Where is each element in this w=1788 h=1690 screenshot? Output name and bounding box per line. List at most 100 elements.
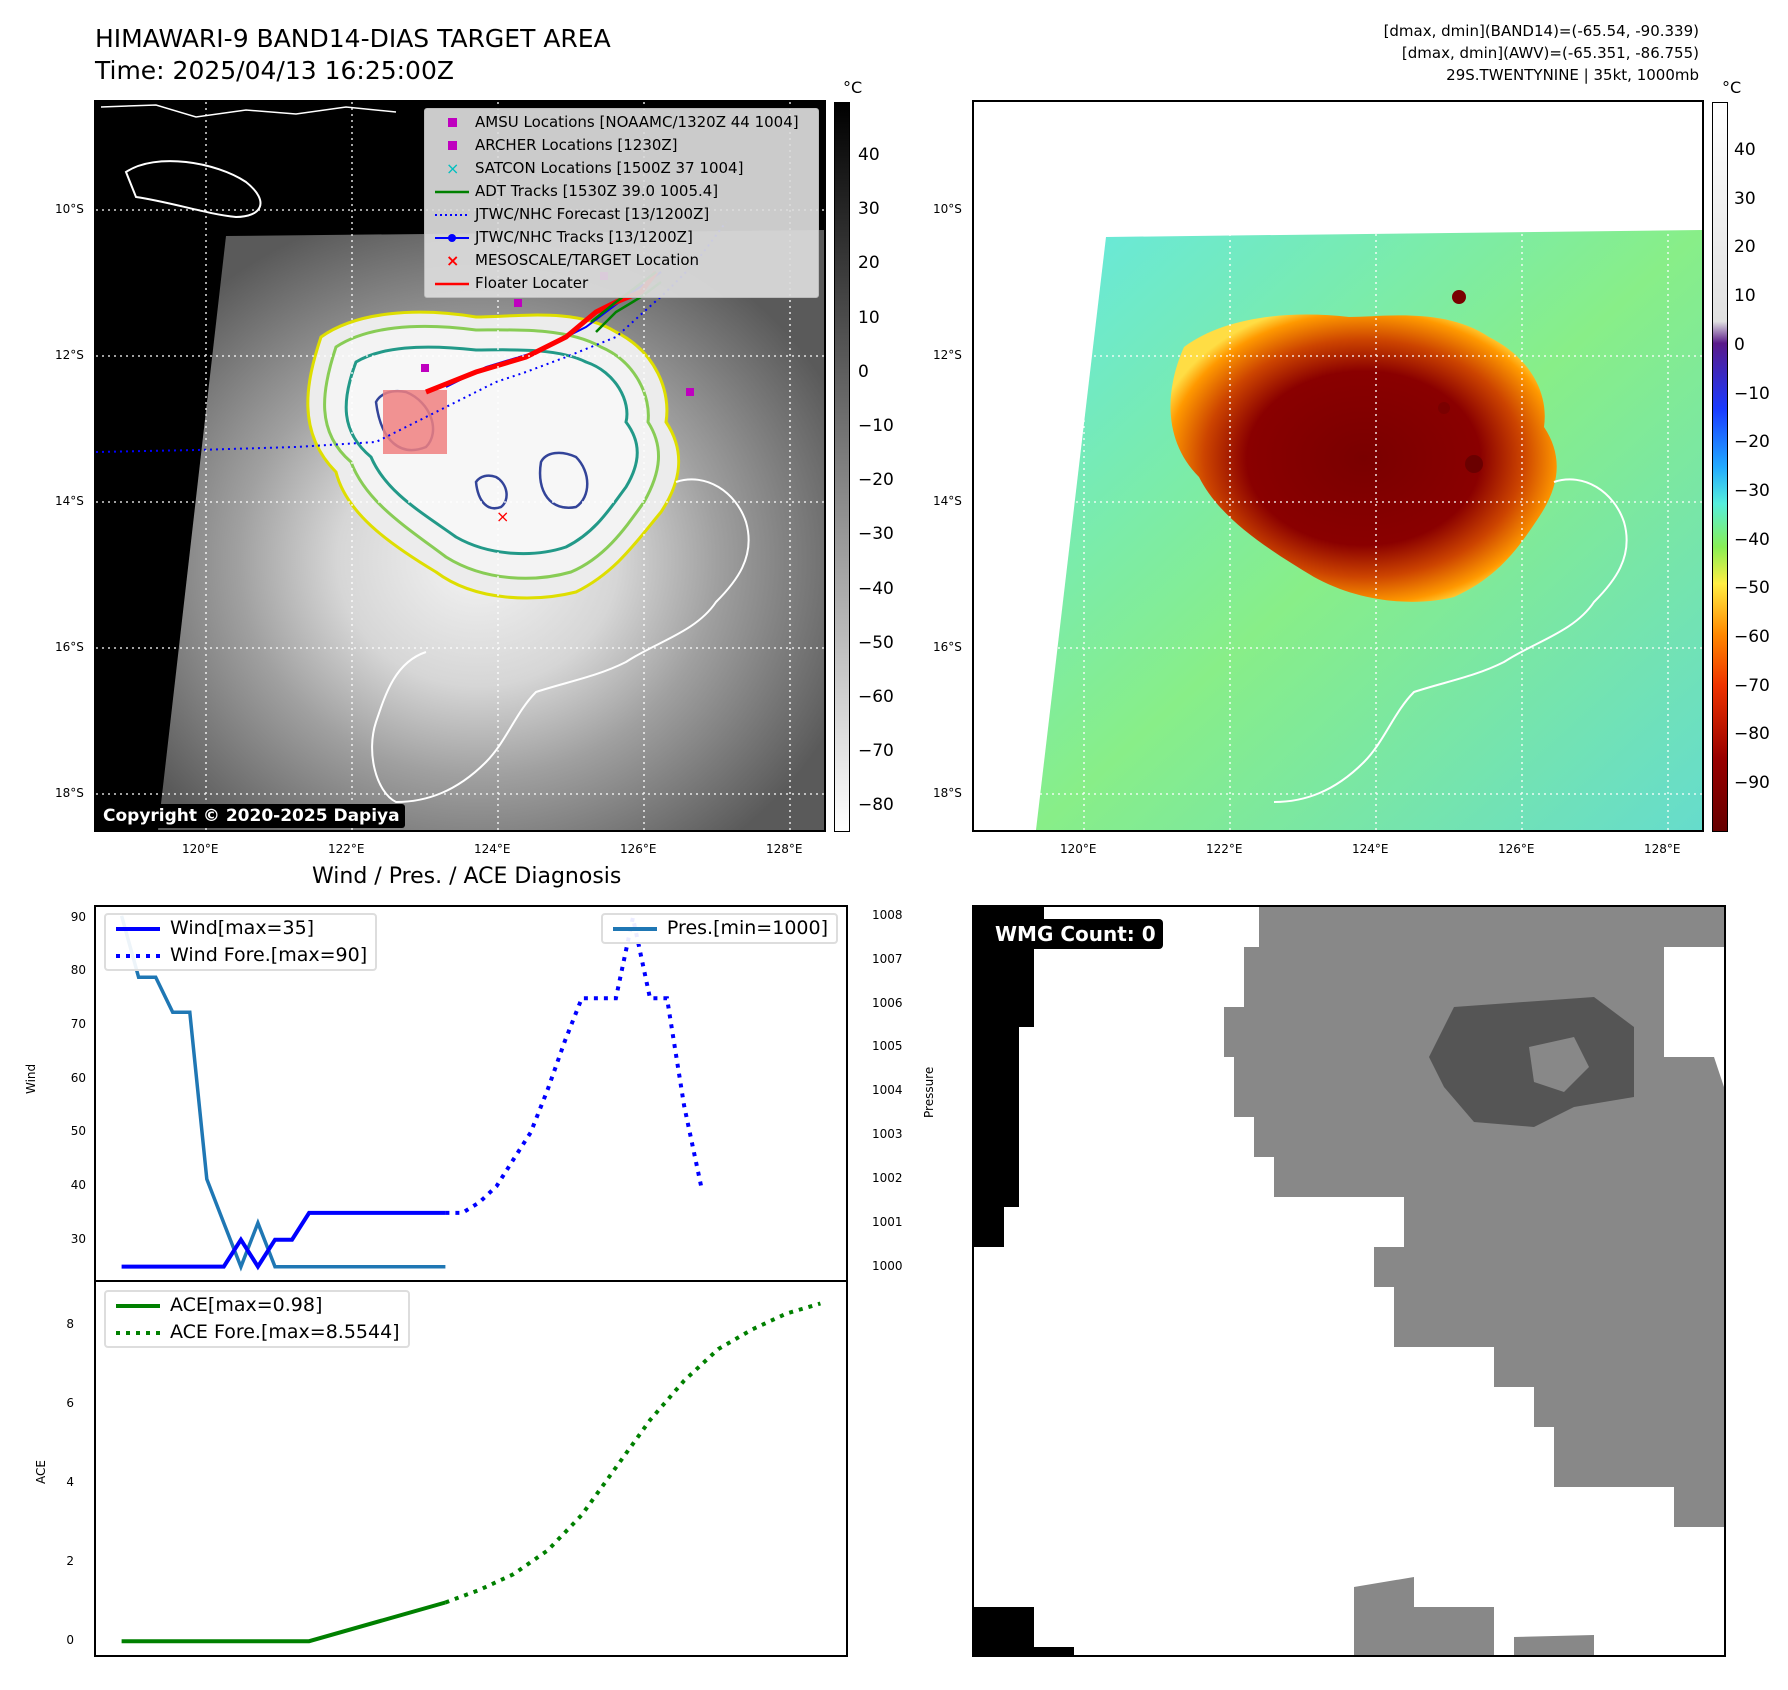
wind-ylabel: Wind: [24, 1063, 38, 1094]
axis-tick-label: 2: [66, 1554, 74, 1569]
svg-text:×: ×: [446, 251, 459, 270]
svg-text:×: ×: [446, 159, 459, 178]
colorbar-tick: 40: [1734, 140, 1756, 160]
lat-label: 12°S: [55, 348, 84, 362]
wind-pres-plot: [119, 915, 704, 1272]
axis-tick-label: 8: [66, 1317, 74, 1332]
colorbar-tick: −90: [1734, 773, 1770, 794]
colorbar-tick: −40: [1734, 529, 1770, 550]
colorbar-tick: −50: [858, 632, 894, 653]
axis-tick-label: 1004: [872, 1083, 903, 1098]
colorbar-tick: 20: [858, 253, 880, 274]
lat-label: 16°S: [933, 640, 962, 654]
axis-tick-label: 6: [66, 1396, 74, 1411]
info-line-1: [dmax, dmin](BAND14)=(-65.54, -90.339): [1383, 22, 1699, 40]
wind-legend: Wind[max=35] Wind Fore.[max=90]: [104, 913, 378, 971]
colorbar-tick: −60: [1734, 627, 1770, 647]
colorbar-tick: 10: [858, 307, 880, 328]
lat-label: 18°S: [55, 786, 84, 800]
ir-colorbar: [834, 102, 850, 832]
wmg-region-gray: [1224, 907, 1724, 1527]
axis-tick-label: 1005: [872, 1039, 903, 1054]
legend-entry: JTWC/NHC Forecast [13/1200Z]: [435, 205, 710, 223]
wmg-panel[interactable]: WMG Count: 0: [972, 905, 1726, 1657]
ace-legend: ACE[max=0.98] ACE Fore.[max=8.5544]: [104, 1290, 410, 1348]
axis-tick-label: 1000: [872, 1258, 903, 1273]
series-line-wind-1: [445, 917, 704, 1215]
colorbar-tick: 30: [858, 199, 880, 220]
legend-entry: ARCHER Locations [1230Z]: [425, 134, 818, 157]
colorbar-tick: −80: [858, 795, 894, 816]
legend-entry: ADT Tracks [1530Z 39.0 1005.4]: [435, 182, 719, 200]
wind-pres-axes[interactable]: Wind[max=35] Wind Fore.[max=90] Pres.[mi…: [94, 905, 848, 1282]
colorbar-tick: −40: [858, 578, 894, 599]
series-line-ace-0: [121, 1600, 446, 1644]
axis-tick-label: 70: [70, 1017, 86, 1032]
lon-label: 128°E: [1644, 842, 1681, 856]
colorbar-tick: 30: [1734, 188, 1756, 209]
colorbar-tick: 10: [1734, 286, 1756, 307]
series-line-wind-0: [121, 1210, 446, 1271]
colorbar-tick: −30: [1734, 480, 1770, 501]
axis-tick-label: 1007: [872, 951, 903, 966]
pres-legend: Pres.[min=1000]: [600, 913, 838, 944]
axis-tick-label: 1002: [872, 1171, 903, 1186]
axis-tick-label: 4: [66, 1475, 74, 1490]
diagnosis-title: Wind / Pres. / ACE Diagnosis: [312, 864, 622, 889]
colorbar-tick: 40: [858, 145, 880, 165]
lon-label: 126°E: [1498, 842, 1535, 856]
legend-entry: Wind[max=35]: [116, 917, 315, 939]
legend-entry: Floater Locater: [435, 274, 589, 292]
axis-tick-label: 90: [70, 909, 86, 924]
copyright-badge: Copyright © 2020-2025 Dapiya: [98, 804, 405, 828]
svg-text:×: ×: [496, 507, 509, 526]
info-line-2: [dmax, dmin](AWV)=(-65.351, -86.755): [1401, 44, 1699, 62]
axis-tick-label: 1001: [872, 1214, 903, 1229]
axis-tick-label: 1006: [872, 995, 903, 1010]
legend-entry: × MESOSCALE/TARGET Location: [446, 251, 700, 270]
axis-tick-label: 60: [70, 1070, 86, 1085]
ir-colorbar-unit: °C: [843, 78, 863, 97]
ir-map-panel[interactable]: × Copyright © 2020-2025 Dapiya AMSU Loca…: [94, 100, 826, 832]
lat-label: 10°S: [933, 202, 962, 216]
axis-tick-label: 40: [70, 1178, 86, 1193]
axis-tick-label: 0: [66, 1633, 74, 1648]
lon-label: 124°E: [474, 842, 511, 856]
pres-ylabel: Pressure: [922, 1066, 936, 1118]
colorbar-tick: 20: [1734, 237, 1756, 258]
info-line-3: 29S.TWENTYNINE | 35kt, 1000mb: [1446, 66, 1699, 84]
colorbar-tick: −10: [1734, 383, 1770, 404]
axis-tick-label: 80: [70, 963, 86, 978]
figure-title: HIMAWARI-9 BAND14-DIAS TARGET AREA: [95, 24, 611, 53]
wmg-image: [974, 907, 1724, 1655]
axis-tick-label: 1008: [872, 907, 903, 922]
awv-map-image: [974, 102, 1702, 830]
ir-map-image: ×: [96, 102, 824, 830]
awv-map-panel[interactable]: [972, 100, 1704, 832]
lon-label: 120°E: [1060, 842, 1097, 856]
legend-entry: Wind Fore.[max=90]: [116, 944, 368, 966]
wmg-region-black: [974, 907, 1044, 1247]
colorbar-tick: −20: [858, 470, 894, 491]
colorbar-tick: −70: [858, 741, 894, 762]
ace-axes[interactable]: ACE[max=0.98] ACE Fore.[max=8.5544]: [94, 1280, 848, 1657]
lon-label: 122°E: [328, 842, 365, 856]
legend-entry: Pres.[min=1000]: [612, 917, 828, 939]
ir-map-legend: AMSU Locations [NOAAMC/1320Z 44 1004] AR…: [424, 108, 819, 298]
lon-label: 126°E: [620, 842, 657, 856]
lon-label: 120°E: [182, 842, 219, 856]
lon-label: 122°E: [1206, 842, 1243, 856]
figure-time: Time: 2025/04/13 16:25:00Z: [95, 56, 454, 85]
lon-label: 128°E: [766, 842, 803, 856]
colorbar-tick: −70: [1734, 675, 1770, 696]
legend-entry: JTWC/NHC Tracks [13/1200Z]: [425, 226, 818, 249]
lat-label: 10°S: [55, 202, 84, 216]
lon-label: 124°E: [1352, 842, 1389, 856]
lat-label: 12°S: [933, 348, 962, 362]
colorbar-tick: −10: [858, 416, 894, 436]
legend-entry: ACE Fore.[max=8.5544]: [116, 1321, 400, 1343]
colorbar-tick: −30: [858, 524, 894, 545]
colorbar-tick: −60: [858, 687, 894, 707]
legend-entry: AMSU Locations [NOAAMC/1320Z 44 1004]: [425, 111, 818, 134]
lat-label: 16°S: [55, 640, 84, 654]
